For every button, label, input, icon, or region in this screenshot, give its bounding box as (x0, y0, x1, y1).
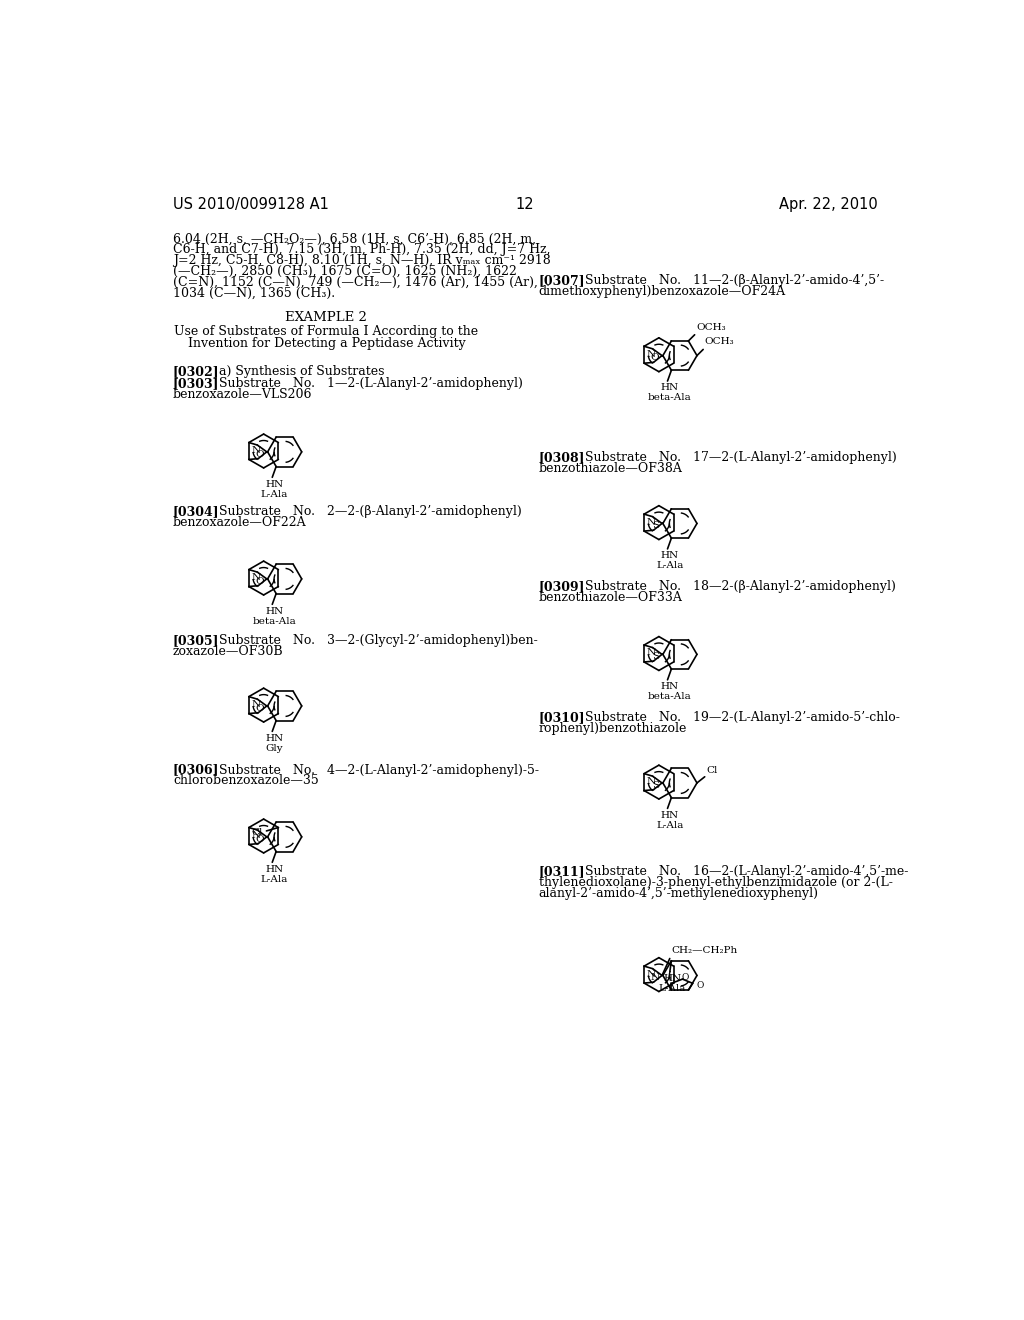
Text: benzothiazole—OF38A: benzothiazole—OF38A (539, 462, 683, 475)
Text: thylenedioxolane)-3-phenyl-ethylbenzimidazole (or 2-(L-: thylenedioxolane)-3-phenyl-ethylbenzimid… (539, 876, 893, 890)
Text: N: N (251, 700, 260, 709)
Text: Gly: Gly (266, 743, 284, 752)
Text: 1034 (C—N), 1365 (CH₃).: 1034 (C—N), 1365 (CH₃). (173, 286, 335, 300)
Text: 12: 12 (515, 197, 535, 213)
Text: N: N (646, 350, 655, 359)
Text: O: O (696, 981, 705, 990)
Text: Substrate   No.   2—2-(β-Alanyl-2’-amidophenyl): Substrate No. 2—2-(β-Alanyl-2’-amidophen… (219, 506, 522, 517)
Text: Substrate   No.   1—2-(L-Alanyl-2’-amidophenyl): Substrate No. 1—2-(L-Alanyl-2’-amidophen… (219, 378, 523, 391)
Text: O: O (681, 973, 688, 982)
Text: L-Ala: L-Ala (261, 875, 289, 883)
Text: HN: HN (664, 974, 681, 983)
Text: OCH₃: OCH₃ (705, 338, 734, 346)
Text: L-Ala: L-Ala (656, 821, 684, 830)
Text: N: N (251, 832, 260, 840)
Text: [0311]: [0311] (539, 866, 586, 878)
Text: S: S (652, 521, 659, 531)
Text: benzoxazole—OF22A: benzoxazole—OF22A (173, 516, 306, 529)
Text: zoxazole—OF30B: zoxazole—OF30B (173, 645, 284, 659)
Text: Invention for Detecting a Peptidase Activity: Invention for Detecting a Peptidase Acti… (187, 337, 465, 350)
Text: [0308]: [0308] (539, 451, 586, 465)
Text: HN: HN (660, 383, 679, 392)
Text: O: O (255, 577, 264, 586)
Text: [0309]: [0309] (539, 581, 586, 594)
Text: N: N (251, 446, 260, 455)
Text: N: N (646, 970, 655, 978)
Text: benzoxazole—VLS206: benzoxazole—VLS206 (173, 388, 312, 401)
Text: O: O (255, 834, 264, 843)
Text: [0305]: [0305] (173, 635, 219, 647)
Text: OCH₃: OCH₃ (696, 322, 726, 331)
Text: O: O (255, 450, 264, 458)
Text: Substrate   No.   4—2-(L-Alanyl-2’-amidophenyl)-5-: Substrate No. 4—2-(L-Alanyl-2’-amidophen… (219, 763, 540, 776)
Text: Cl: Cl (707, 766, 718, 775)
Text: beta-Ala: beta-Ala (648, 692, 692, 701)
Text: benzothiazole—OF33A: benzothiazole—OF33A (539, 591, 683, 605)
Text: dimethoxyphenyl)benzoxazole—OF24A: dimethoxyphenyl)benzoxazole—OF24A (539, 285, 785, 298)
Text: (C=N), 1152 (C—N), 749 (—CH₂—), 1476 (Ar), 1455 (Ar),: (C=N), 1152 (C—N), 749 (—CH₂—), 1476 (Ar… (173, 276, 538, 289)
Text: Use of Substrates of Formula I According to the: Use of Substrates of Formula I According… (174, 326, 478, 338)
Text: S: S (652, 652, 659, 661)
Text: J=2 Hz, C5-H, C8-H), 8.10 (1H, s, N—H), IR vₘₐₓ cm⁻¹ 2918: J=2 Hz, C5-H, C8-H), 8.10 (1H, s, N—H), … (173, 255, 551, 267)
Text: L-Ala: L-Ala (658, 983, 686, 993)
Text: a) Synthesis of Substrates: a) Synthesis of Substrates (219, 364, 385, 378)
Text: Substrate   No.   18—2-(β-Alanyl-2’-amidophenyl): Substrate No. 18—2-(β-Alanyl-2’-amidophe… (586, 581, 896, 594)
Text: Substrate   No.   11—2-(β-Alanyl-2’-amido-4’,5’-: Substrate No. 11—2-(β-Alanyl-2’-amido-4’… (586, 275, 885, 286)
Text: N: N (251, 573, 260, 582)
Text: Substrate   No.   19—2-(L-Alanyl-2’-amido-5’-chlo-: Substrate No. 19—2-(L-Alanyl-2’-amido-5’… (586, 711, 900, 725)
Text: (—CH₂—), 2850 (CH₃), 1675 (C=O), 1625 (NH₂), 1622: (—CH₂—), 2850 (CH₃), 1675 (C=O), 1625 (N… (173, 265, 517, 279)
Text: L-Ala: L-Ala (656, 561, 684, 570)
Text: alanyl-2’-amido-4’,5’-methylenedioxyphenyl): alanyl-2’-amido-4’,5’-methylenedioxyphen… (539, 887, 819, 900)
Text: 6.04 (2H, s, —CH₂O₂—), 6.58 (1H, s, C6’-H), 6.85 (2H, m,: 6.04 (2H, s, —CH₂O₂—), 6.58 (1H, s, C6’-… (173, 232, 536, 246)
Text: US 2010/0099128 A1: US 2010/0099128 A1 (173, 197, 329, 213)
Text: N: N (646, 648, 655, 657)
Text: O: O (255, 704, 264, 713)
Text: Substrate   No.   3—2-(Glycyl-2’-amidophenyl)ben-: Substrate No. 3—2-(Glycyl-2’-amidophenyl… (219, 635, 539, 647)
Text: chlorobenzoxazole—35: chlorobenzoxazole—35 (173, 775, 318, 788)
Text: HN: HN (265, 607, 284, 615)
Text: HN: HN (660, 810, 679, 820)
Text: HN: HN (265, 479, 284, 488)
Text: N: N (646, 517, 655, 527)
Text: [0306]: [0306] (173, 763, 219, 776)
Text: N: N (646, 777, 655, 787)
Text: beta-Ala: beta-Ala (648, 393, 692, 403)
Text: Substrate   No.   17—2-(L-Alanyl-2’-amidophenyl): Substrate No. 17—2-(L-Alanyl-2’-amidophe… (586, 451, 897, 465)
Text: HN: HN (265, 865, 284, 874)
Text: O: O (650, 354, 659, 362)
Text: [0310]: [0310] (539, 711, 586, 725)
Text: CH₂—CH₂Ph: CH₂—CH₂Ph (672, 945, 737, 954)
Text: L-Ala: L-Ala (261, 490, 289, 499)
Text: beta-Ala: beta-Ala (253, 616, 297, 626)
Text: N: N (650, 973, 659, 982)
Text: rophenyl)benzothiazole: rophenyl)benzothiazole (539, 722, 687, 735)
Text: [0304]: [0304] (173, 506, 219, 517)
Text: HN: HN (265, 734, 284, 743)
Text: [0302]: [0302] (173, 364, 219, 378)
Text: Apr. 22, 2010: Apr. 22, 2010 (779, 197, 879, 213)
Text: [0307]: [0307] (539, 275, 586, 286)
Text: [0303]: [0303] (173, 378, 219, 391)
Text: HN: HN (660, 552, 679, 560)
Text: HN: HN (660, 682, 679, 692)
Text: C6-H, and C7-H), 7.15 (3H, m, Ph-H), 7.35 (2H, dd, J=7 Hz,: C6-H, and C7-H), 7.15 (3H, m, Ph-H), 7.3… (173, 243, 551, 256)
Text: Cl: Cl (251, 828, 262, 837)
Text: Substrate   No.   16—2-(L-Alanyl-2’-amido-4’,5’-me-: Substrate No. 16—2-(L-Alanyl-2’-amido-4’… (586, 866, 908, 878)
Text: S: S (652, 780, 659, 789)
Text: EXAMPLE 2: EXAMPLE 2 (286, 312, 368, 323)
